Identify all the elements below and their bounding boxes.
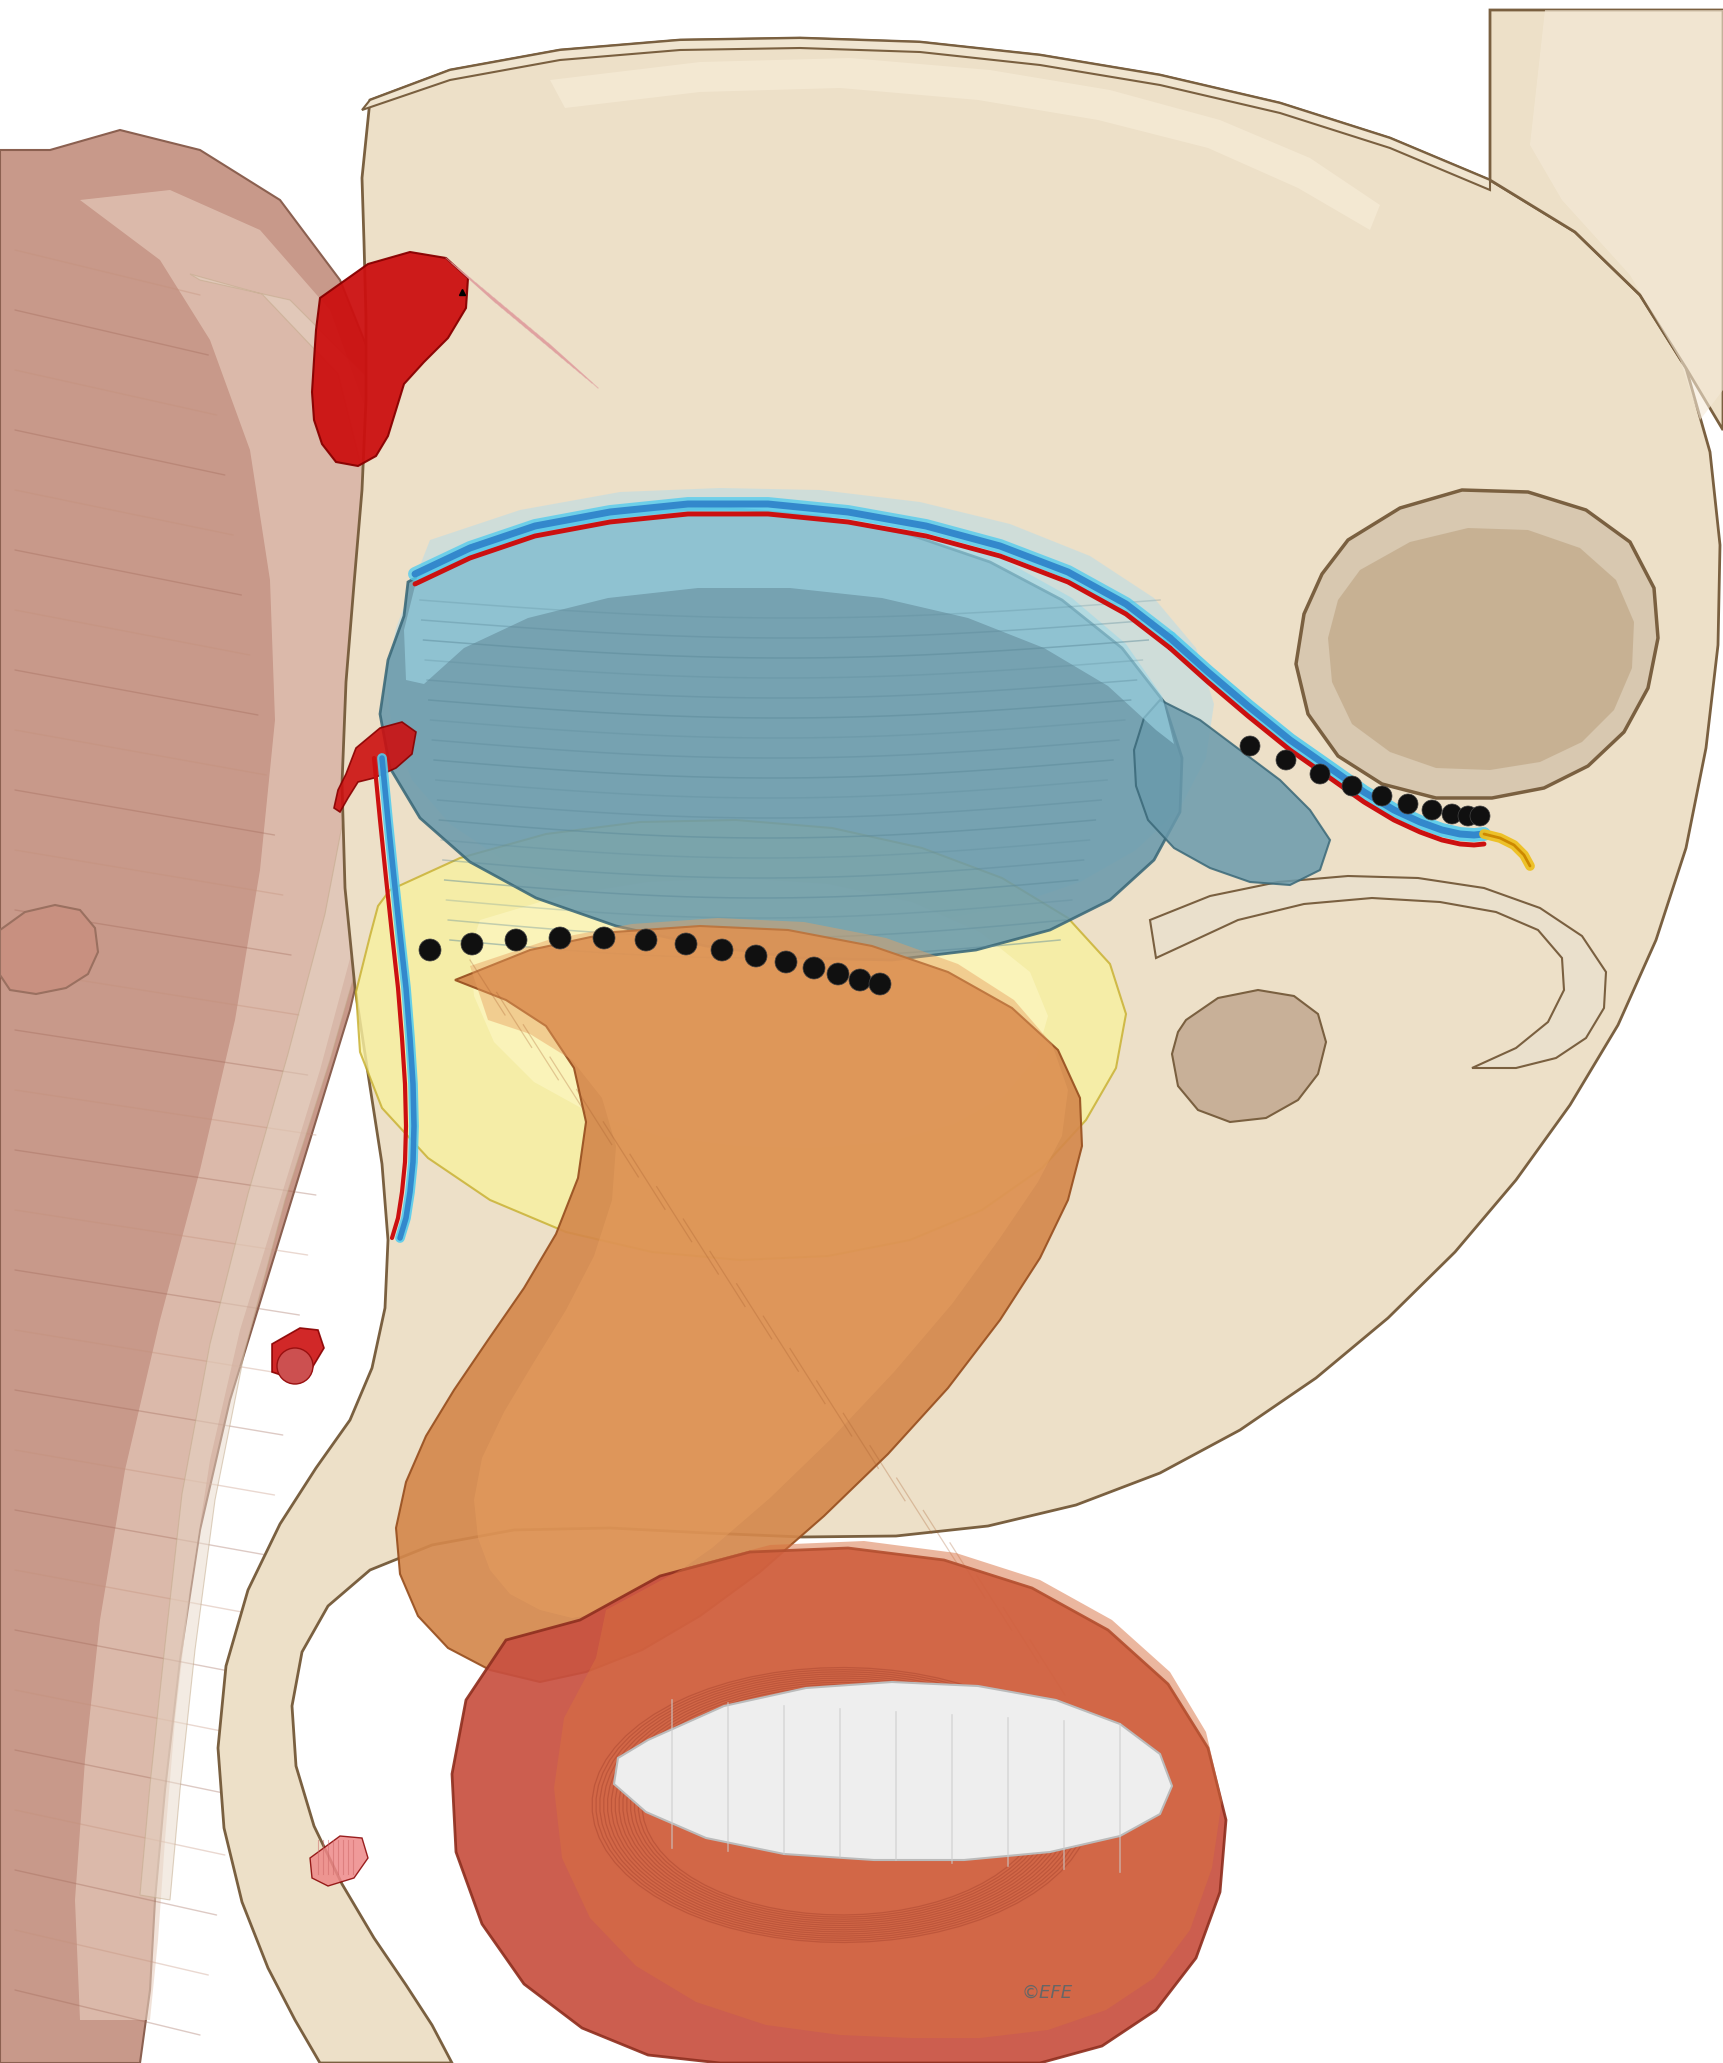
Polygon shape	[272, 1329, 324, 1378]
Polygon shape	[550, 58, 1380, 229]
Circle shape	[593, 926, 615, 949]
Polygon shape	[613, 1681, 1172, 1861]
Circle shape	[462, 932, 482, 955]
Polygon shape	[312, 252, 469, 466]
Circle shape	[827, 963, 849, 984]
Circle shape	[675, 932, 698, 955]
Polygon shape	[357, 819, 1127, 1260]
Polygon shape	[362, 37, 1490, 190]
Polygon shape	[470, 918, 1068, 1617]
Polygon shape	[1296, 491, 1658, 798]
Polygon shape	[1134, 699, 1330, 885]
Circle shape	[1309, 763, 1330, 784]
Circle shape	[849, 970, 872, 990]
Circle shape	[1397, 794, 1418, 815]
Polygon shape	[396, 926, 1082, 1681]
Circle shape	[1342, 776, 1361, 796]
Circle shape	[775, 951, 798, 974]
Text: ©EFE: ©EFE	[1022, 1985, 1073, 2001]
Circle shape	[1470, 807, 1490, 825]
Polygon shape	[140, 274, 415, 1900]
Polygon shape	[1530, 10, 1723, 421]
Circle shape	[1372, 786, 1392, 807]
Polygon shape	[0, 906, 98, 994]
Circle shape	[712, 939, 732, 961]
Circle shape	[803, 957, 825, 980]
Polygon shape	[219, 37, 1720, 2063]
Circle shape	[744, 945, 767, 968]
Polygon shape	[310, 1836, 369, 1886]
Polygon shape	[1490, 10, 1723, 429]
Polygon shape	[1149, 877, 1606, 1069]
Polygon shape	[470, 879, 1048, 1147]
Polygon shape	[555, 1541, 1222, 2038]
Polygon shape	[334, 722, 415, 813]
Polygon shape	[381, 507, 1182, 959]
Circle shape	[1241, 736, 1260, 755]
Polygon shape	[1328, 528, 1633, 769]
Polygon shape	[403, 505, 1173, 745]
Circle shape	[1277, 751, 1296, 769]
Polygon shape	[1172, 990, 1327, 1122]
Circle shape	[1421, 800, 1442, 819]
Polygon shape	[0, 130, 410, 2063]
Polygon shape	[76, 190, 395, 2020]
Circle shape	[550, 926, 570, 949]
Polygon shape	[451, 1547, 1227, 2063]
Polygon shape	[386, 489, 1215, 928]
Circle shape	[1458, 807, 1478, 825]
Circle shape	[636, 928, 656, 951]
Circle shape	[419, 939, 441, 961]
Circle shape	[277, 1347, 314, 1384]
Circle shape	[505, 928, 527, 951]
Circle shape	[1442, 805, 1463, 823]
Circle shape	[868, 974, 891, 994]
